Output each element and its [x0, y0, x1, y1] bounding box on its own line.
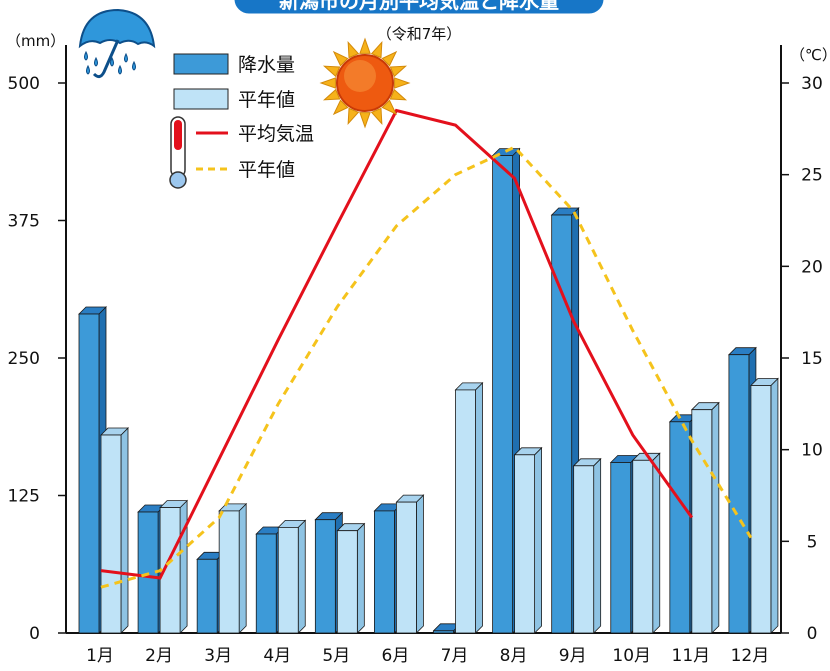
right-tick-label: 0	[807, 624, 818, 644]
bar-precipitation-normal	[218, 502, 248, 634]
x-tick-label: 4月	[263, 646, 291, 666]
right-axis-ticks: 0 5 10 15 20 25 30	[781, 74, 823, 644]
chart-title: 新潟市の月別平均気温と降水量	[279, 0, 559, 13]
x-tick-label: 2月	[145, 646, 173, 666]
bar-precipitation-normal	[690, 401, 720, 634]
bar-precipitation-normal	[336, 522, 366, 634]
left-tick-label: 125	[8, 487, 40, 507]
right-tick-label: 15	[801, 349, 823, 369]
x-tick-label: 7月	[441, 646, 469, 666]
title-banner: 新潟市の月別平均気温と降水量	[231, 0, 607, 17]
x-tick-label: 5月	[322, 646, 350, 666]
left-tick-label: 375	[8, 212, 40, 232]
x-tick-label: 8月	[500, 646, 528, 666]
left-tick-label: 250	[8, 349, 40, 369]
bar-precipitation-normal	[395, 494, 425, 634]
x-tick-label: 3月	[204, 646, 232, 666]
title-banner-bg	[231, 0, 607, 17]
x-axis-ticks: 1月 2月 3月 4月 5月 6月 7月 8月 9月 10月 11月 12月	[86, 646, 769, 666]
line-temperature-normal	[100, 145, 753, 589]
bars-layer	[78, 147, 779, 634]
left-tick-label: 500	[8, 74, 40, 94]
thermometer-icon	[169, 116, 187, 189]
right-tick-label: 10	[801, 441, 823, 461]
x-tick-label: 6月	[382, 646, 410, 666]
line-temperature	[100, 108, 694, 580]
left-axis-ticks: 0 125 250 375 500	[8, 74, 66, 644]
bar-precipitation-normal	[277, 519, 307, 634]
legend-label-precip: 降水量	[238, 54, 295, 76]
left-tick-label: 0	[29, 624, 40, 644]
legend-label-temp-normal: 平年値	[238, 159, 295, 181]
bar-precipitation-normal	[454, 381, 484, 634]
legend-label-precip-normal: 平年値	[238, 89, 295, 111]
bar-precipitation-normal	[159, 499, 189, 634]
bar-precipitation-normal	[513, 446, 543, 634]
x-tick-label: 12月	[731, 646, 770, 666]
x-tick-label: 11月	[672, 646, 711, 666]
right-axis-unit: （℃）	[790, 46, 830, 64]
left-axis-unit: （mm）	[6, 32, 65, 50]
right-tick-label: 30	[801, 74, 823, 94]
legend-swatch-precip-normal	[173, 88, 229, 110]
right-tick-label: 25	[801, 166, 823, 186]
x-tick-label: 9月	[559, 646, 587, 666]
legend: 降水量 平年値 平均気温 平年値	[173, 53, 314, 181]
legend-swatch-precip	[173, 53, 229, 75]
legend-label-temp: 平均気温	[238, 123, 314, 145]
chart-subtitle: （令和7年）	[377, 25, 462, 43]
sun-icon	[319, 37, 411, 129]
lines-layer	[100, 108, 753, 589]
right-tick-label: 5	[807, 532, 818, 552]
x-tick-label: 10月	[612, 646, 651, 666]
right-tick-label: 20	[801, 257, 823, 277]
x-tick-label: 1月	[86, 646, 114, 666]
bar-precipitation-normal	[749, 377, 779, 634]
bar-precipitation-normal	[572, 457, 602, 634]
bar-precipitation-normal	[100, 427, 129, 634]
bar-precipitation-normal	[631, 452, 661, 634]
umbrella-icon	[78, 8, 156, 79]
